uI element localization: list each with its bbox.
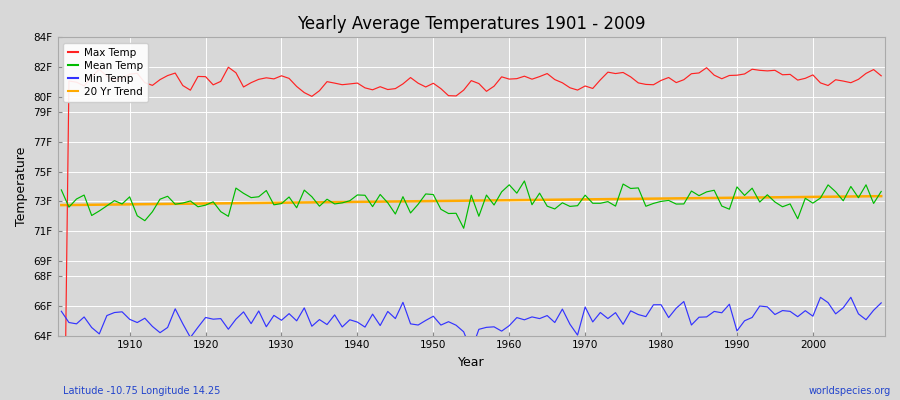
Text: Latitude -10.75 Longitude 14.25: Latitude -10.75 Longitude 14.25: [63, 386, 220, 396]
Y-axis label: Temperature: Temperature: [15, 147, 28, 226]
Text: worldspecies.org: worldspecies.org: [809, 386, 891, 396]
Title: Yearly Average Temperatures 1901 - 2009: Yearly Average Temperatures 1901 - 2009: [297, 15, 645, 33]
Legend: Max Temp, Mean Temp, Min Temp, 20 Yr Trend: Max Temp, Mean Temp, Min Temp, 20 Yr Tre…: [63, 42, 148, 102]
X-axis label: Year: Year: [458, 356, 484, 369]
